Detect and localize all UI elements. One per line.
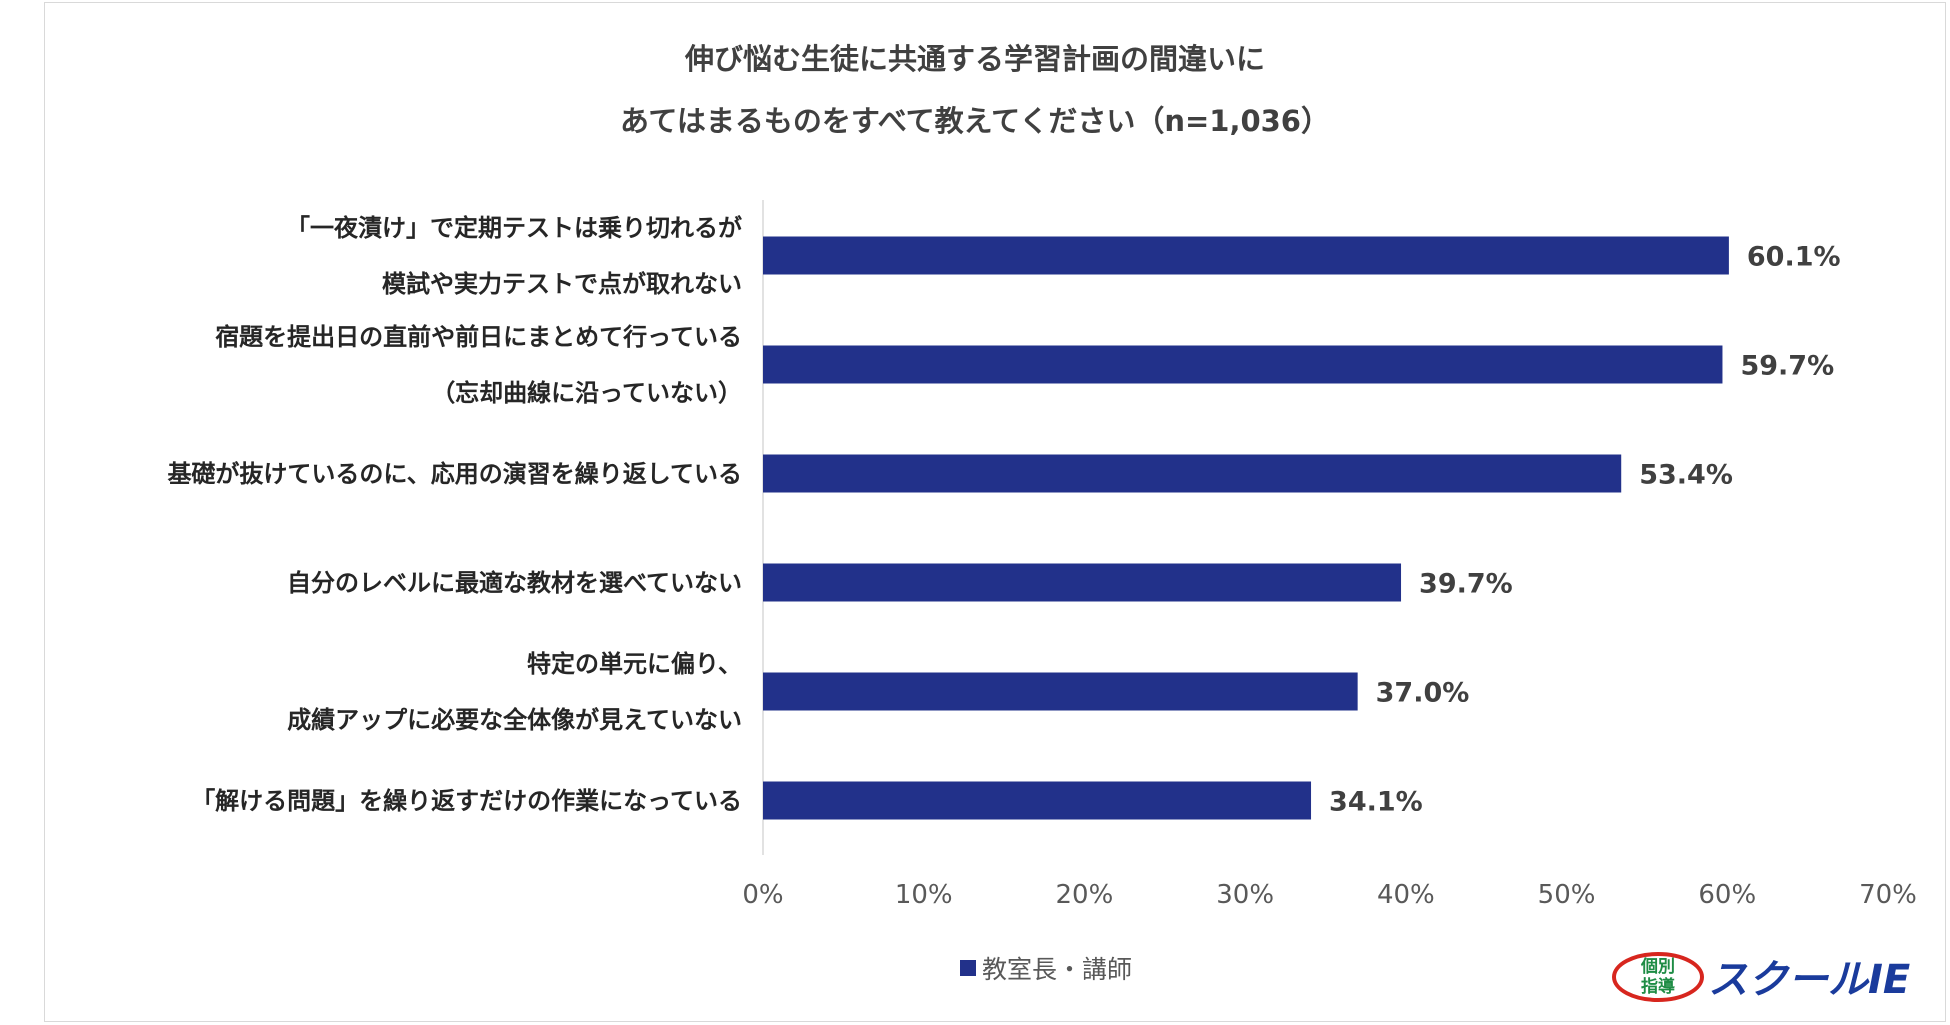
category-label-line: 「解ける問題」を繰り返すだけの作業になっている <box>191 786 742 815</box>
x-tick-label: 20% <box>1056 880 1114 910</box>
data-label-3: 53.4% <box>1639 460 1733 491</box>
logo-ring <box>1612 952 1704 1002</box>
category-label-line: （忘却曲線に沿っていない） <box>431 378 742 407</box>
x-tick-label: 50% <box>1538 880 1596 910</box>
x-tick-label: 60% <box>1698 880 1756 910</box>
bar-3 <box>763 454 1622 493</box>
x-tick-label: 40% <box>1377 880 1435 910</box>
category-label-line: 宿題を提出日の直前や前日にまとめて行っている <box>215 322 742 351</box>
data-label-1: 60.1% <box>1747 242 1841 273</box>
category-label-line: 模試や実力テストで点が取れない <box>382 269 742 298</box>
data-label-4: 39.7% <box>1419 569 1513 600</box>
logo-text-main: スクールIE <box>1708 957 1910 1002</box>
data-label-6: 34.1% <box>1329 787 1423 818</box>
x-tick-label: 10% <box>895 880 953 910</box>
chart-title-line2: あてはまるものをすべて教えてください（n=1,036） <box>619 104 1330 138</box>
category-label-1: 「一夜漬け」で定期テストは乗り切れるが模試や実力テストで点が取れない <box>286 200 742 312</box>
logo-text-top: 個別 <box>1640 956 1675 977</box>
category-label-line: 特定の単元に偏り、 <box>526 649 742 678</box>
category-label-5: 特定の単元に偏り、成績アップに必要な全体像が見えていない <box>287 636 742 748</box>
x-tick-label: 30% <box>1216 880 1274 910</box>
legend-label: 教室長・講師 <box>982 955 1133 984</box>
logo-text-bottom: 指導 <box>1641 976 1675 997</box>
legend-swatch <box>960 960 976 976</box>
x-tick-label: 70% <box>1859 880 1917 910</box>
category-label-line: 基礎が抜けているのに、応用の演習を繰り返している <box>167 459 742 488</box>
data-label-5: 37.0% <box>1376 678 1470 709</box>
category-label-4: 自分のレベルに最適な教材を選べていない <box>287 555 742 611</box>
legend: 教室長・講師 <box>960 950 1132 986</box>
category-label-6: 「解ける問題」を繰り返すだけの作業になっている <box>191 773 742 829</box>
category-label-line: 「一夜漬け」で定期テストは乗り切れるが <box>286 213 742 242</box>
data-label-2: 59.7% <box>1740 351 1834 382</box>
category-label-3: 基礎が抜けているのに、応用の演習を繰り返している <box>167 446 742 502</box>
chart-title-line1: 伸び悩む生徒に共通する学習計画の間違いに <box>684 42 1265 76</box>
school-ie-logo: 個別 指導 スクールIE <box>1612 952 1910 1002</box>
bar-2 <box>763 345 1723 384</box>
bar-4 <box>763 563 1402 602</box>
category-label-line: 自分のレベルに最適な教材を選べていない <box>286 568 742 597</box>
bar-6 <box>763 781 1312 820</box>
bar-1 <box>763 236 1729 275</box>
bar-5 <box>763 672 1358 711</box>
category-label-line: 成績アップに必要な全体像が見えていない <box>287 705 742 734</box>
chart-frame <box>44 2 1946 1022</box>
category-label-2: 宿題を提出日の直前や前日にまとめて行っている （忘却曲線に沿っていない） <box>215 309 742 421</box>
x-tick-label: 0% <box>742 880 783 910</box>
